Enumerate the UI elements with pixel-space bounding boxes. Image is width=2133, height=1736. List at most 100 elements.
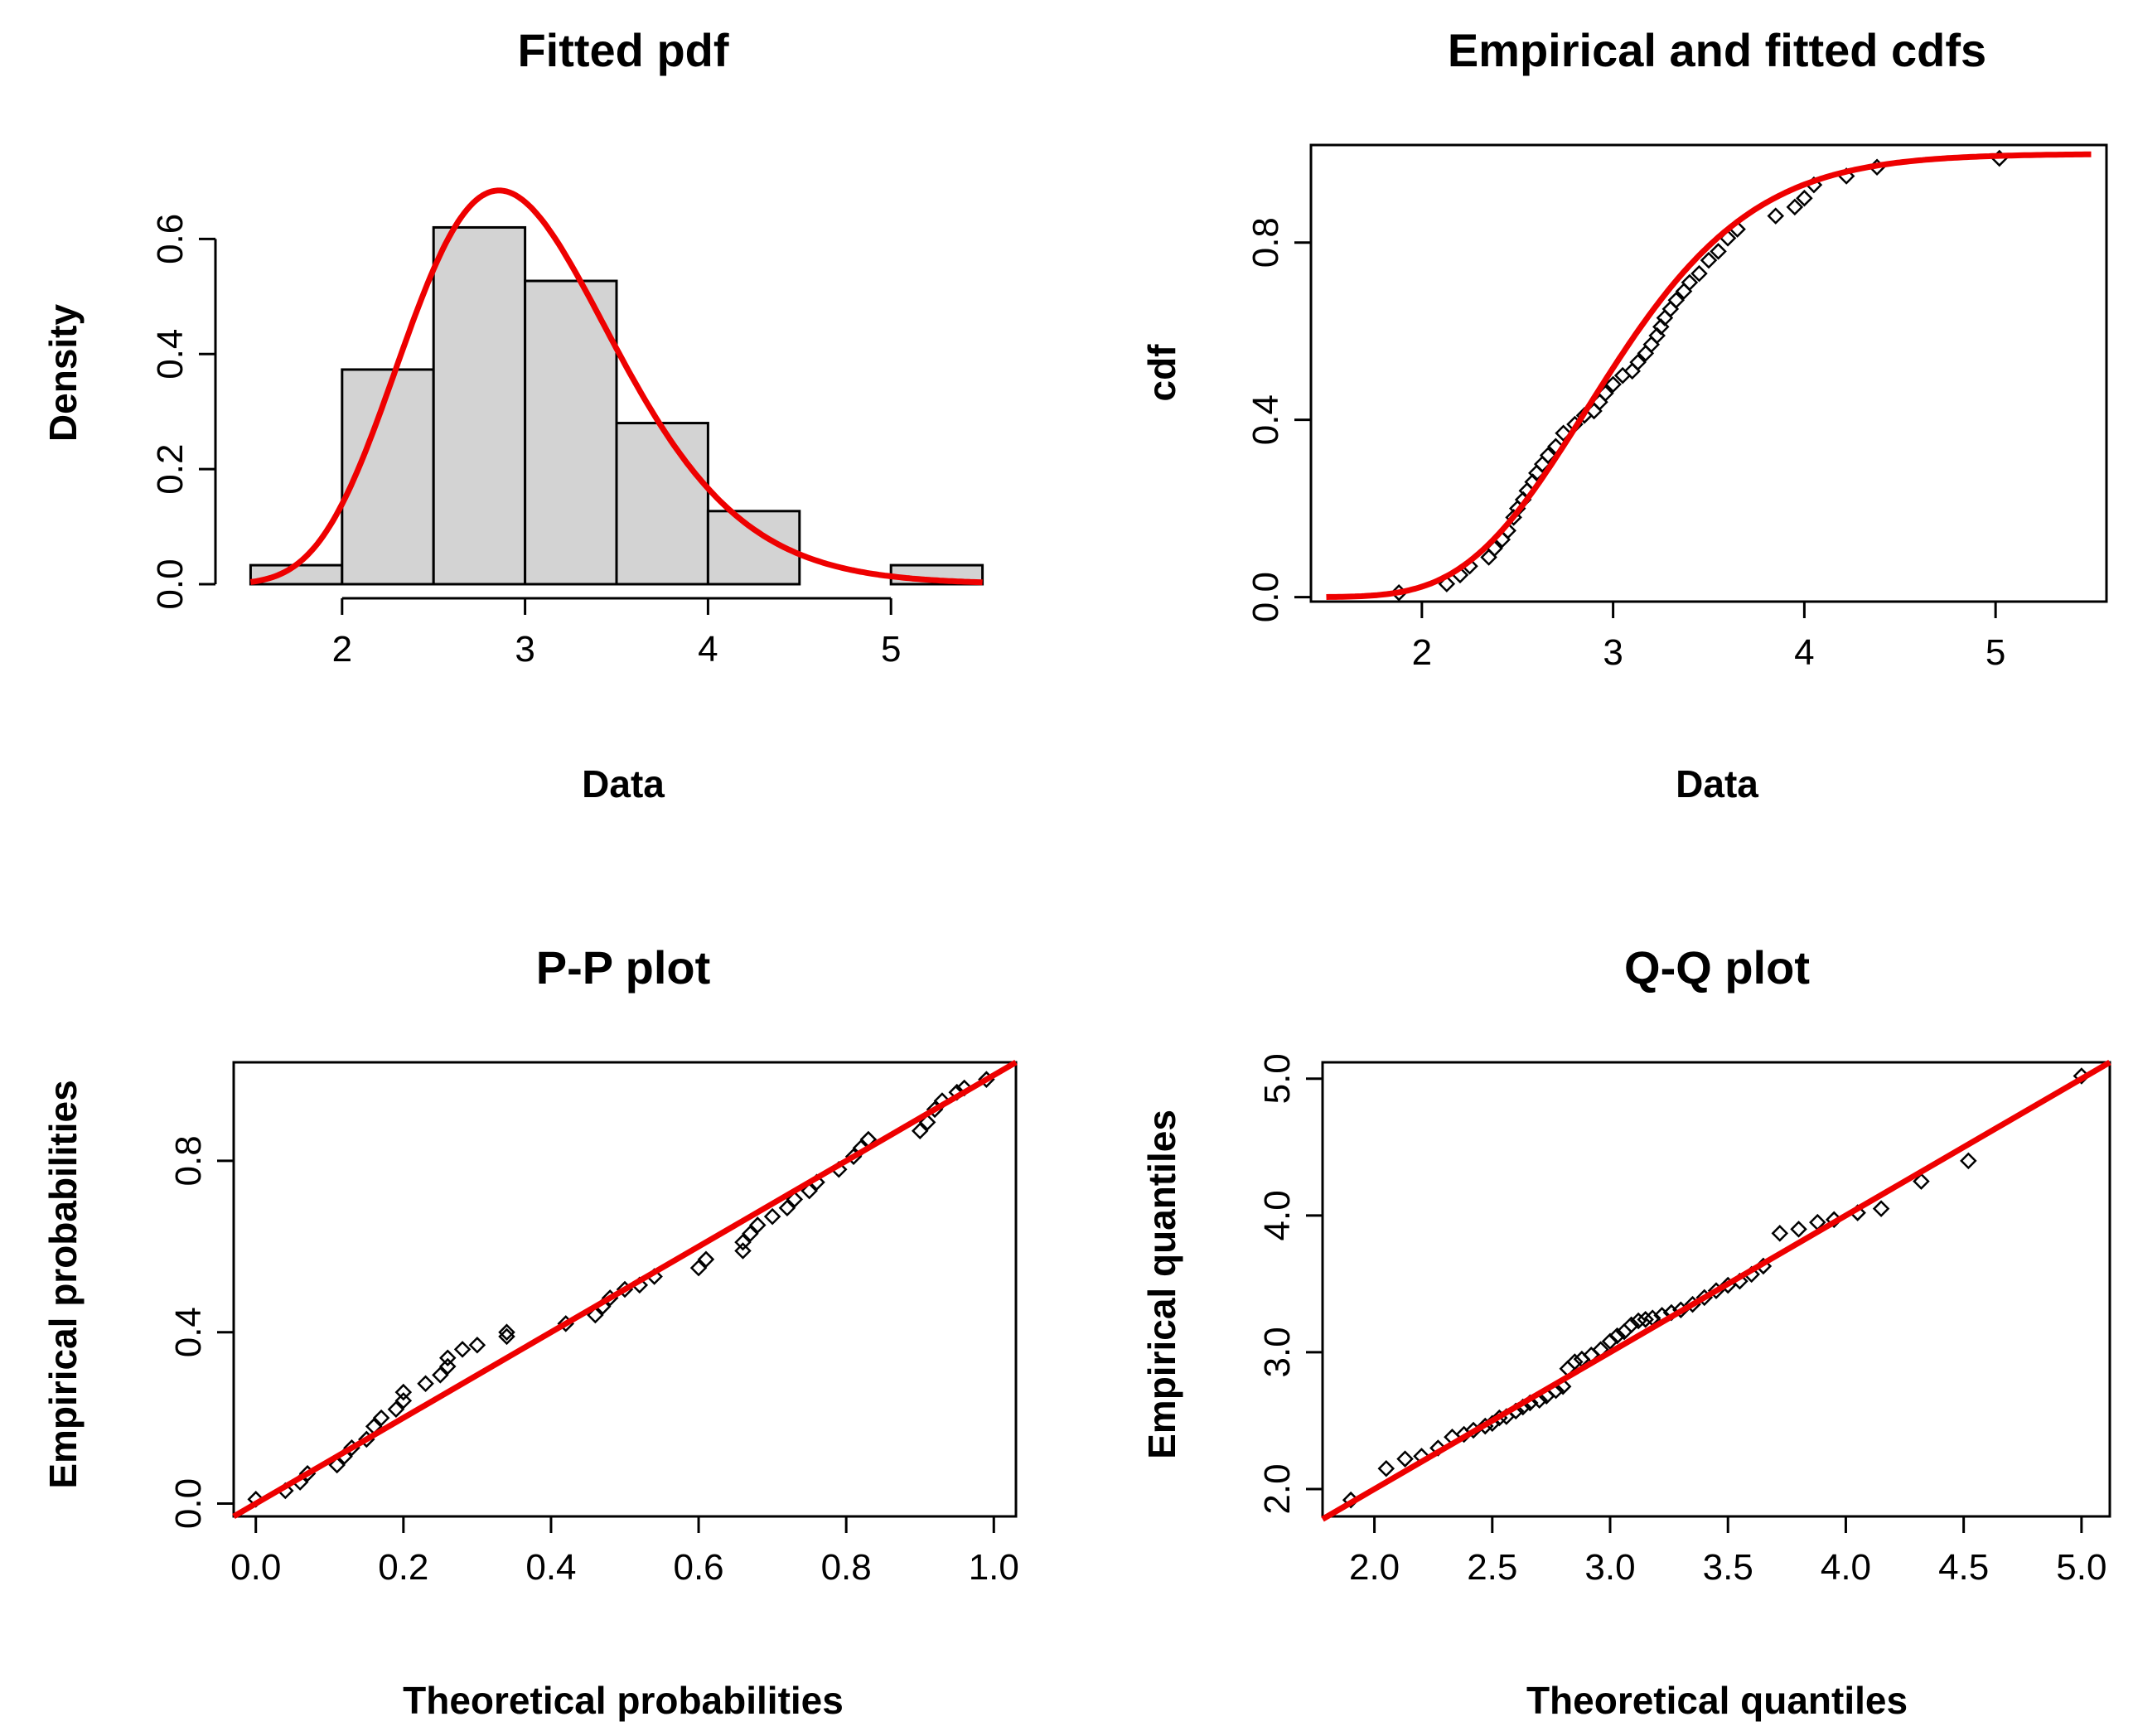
fitted-pdf-title: Fitted pdf: [517, 24, 728, 76]
qq-plot-panel: Q-Q plot Theoretical quantiles Empirical…: [1140, 941, 2111, 1722]
pdf-x-tick-label: 5: [881, 629, 901, 670]
cdf-x-tick-label: 3: [1603, 632, 1623, 673]
pp-plot-xlabel: Theoretical probabilities: [403, 1679, 844, 1722]
pp-point-31: [734, 1242, 752, 1260]
cdf-point-27: [1629, 353, 1647, 371]
qq-plot-ylabel: Empirical quantiles: [1140, 1110, 1183, 1459]
pp-point-30: [697, 1250, 715, 1269]
cdf-point-34: [1667, 291, 1686, 309]
pp-point-44: [911, 1122, 929, 1139]
cdf-x-tick-label: 2: [1412, 632, 1432, 673]
qq-point-3: [1396, 1450, 1414, 1468]
qq-x-tick-label: 3.5: [1703, 1547, 1753, 1588]
cdf-ylabel: cdf: [1140, 344, 1183, 402]
cdf-point-42: [1767, 207, 1785, 225]
cdf-point-36: [1681, 273, 1699, 292]
cdf-plot-frame: [1309, 143, 2108, 603]
histogram-bars: [249, 225, 984, 586]
pdf-y-tick-label: 0.0: [150, 559, 191, 609]
pdf-x-tick-label: 4: [698, 629, 718, 670]
pdf-y-tick-label: 0.6: [150, 214, 191, 264]
pp-point-15: [432, 1366, 449, 1384]
pp-x-tick-label: 0.2: [378, 1547, 428, 1588]
pp-x-tick-label: 0.4: [525, 1547, 576, 1588]
pp-plot-panel: P-P plot Theoretical probabilities Empir…: [41, 941, 1019, 1722]
qq-point-26: [1608, 1327, 1626, 1345]
qq-point-25: [1601, 1332, 1619, 1350]
cdf-point-18: [1555, 424, 1572, 442]
fitted-pdf-x-ticks: 2 3 4 5: [332, 598, 901, 670]
pp-y-tick-label: 0.4: [168, 1307, 209, 1357]
pdf-y-tick-label: 0.2: [150, 444, 191, 495]
qq-point-47: [1872, 1200, 1890, 1217]
cdf-point-25: [1613, 366, 1632, 384]
pp-point-5: [328, 1456, 346, 1474]
qq-point-48: [1913, 1173, 1930, 1190]
pp-x-tick-label: 0.6: [673, 1547, 723, 1588]
pp-y-tick-label: 0.8: [168, 1135, 209, 1186]
qq-reference-line: [1321, 1059, 2111, 1522]
qq-point-42: [1771, 1225, 1789, 1242]
fitted-pdf-y-ticks: 0.0 0.2 0.4 0.6: [150, 214, 215, 610]
qq-x-tick-label: 3.0: [1584, 1547, 1635, 1588]
cdf-point-24: [1604, 375, 1622, 394]
pp-point-13: [394, 1383, 413, 1401]
cdf-point-38: [1700, 251, 1718, 269]
cdf-point-26: [1623, 362, 1641, 380]
pp-x-tick-label: 0.8: [821, 1547, 872, 1588]
cdf-point-44: [1796, 189, 1813, 207]
qq-point-21: [1566, 1353, 1584, 1371]
pp-point-14: [417, 1375, 434, 1393]
qq-x-tick-label: 5.0: [2056, 1547, 2106, 1588]
pp-point-32: [734, 1233, 752, 1251]
pp-plot-y-ticks: 0.0 0.4 0.8: [168, 1135, 234, 1529]
empirical-cdf-points: [1390, 149, 2009, 602]
pp-point-20: [498, 1327, 515, 1346]
qq-point-30: [1637, 1311, 1654, 1328]
pp-reference-line: [232, 1059, 1018, 1520]
cdf-y-tick-label: 0.8: [1245, 217, 1286, 268]
pp-point-23: [587, 1306, 604, 1324]
pp-point-12: [394, 1392, 413, 1410]
cdf-point-39: [1710, 243, 1727, 260]
cdf-point-37: [1690, 264, 1708, 283]
pp-point-38: [800, 1182, 818, 1200]
qq-plot-y-ticks: 2.0 3.0 4.0 5.0: [1257, 1053, 1323, 1515]
pdf-y-tick-label: 0.4: [150, 329, 191, 380]
qq-y-tick-label: 4.0: [1257, 1190, 1298, 1240]
pp-point-16: [438, 1357, 457, 1376]
qq-y-tick-label: 2.0: [1257, 1463, 1298, 1514]
pp-point-29: [689, 1259, 708, 1277]
histogram-bar-5: [615, 422, 709, 586]
pp-point-21: [498, 1323, 515, 1341]
fitted-cdf-curve: [1326, 151, 2092, 600]
pp-point-35: [763, 1207, 781, 1226]
pp-plot-title: P-P plot: [536, 941, 711, 994]
fitted-pdf-xlabel: Data: [582, 762, 665, 805]
pp-point-33: [742, 1225, 759, 1243]
cdf-point-29: [1642, 336, 1661, 353]
fitted-density-curve: [249, 187, 983, 586]
histogram-bar-4: [524, 279, 618, 586]
qq-x-tick-label: 4.0: [1821, 1547, 1871, 1588]
cdf-xlabel: Data: [1676, 762, 1758, 805]
pp-point-11: [387, 1400, 405, 1419]
pp-point-18: [453, 1341, 472, 1358]
cdf-title: Empirical and fitted cdfs: [1448, 24, 1986, 76]
pp-y-tick-label: 0.0: [168, 1478, 209, 1529]
cdf-point-33: [1661, 300, 1680, 318]
qq-x-tick-label: 2.5: [1467, 1547, 1517, 1588]
cdf-x-tick-label: 5: [1985, 632, 2005, 673]
qq-y-tick-label: 3.0: [1257, 1327, 1298, 1377]
histogram-bar-3: [432, 225, 527, 586]
qq-point-49: [1960, 1152, 1977, 1170]
cdf-x-tick-label: 4: [1794, 632, 1814, 673]
qq-y-tick-label: 5.0: [1257, 1053, 1298, 1104]
pp-x-tick-label: 0.0: [230, 1547, 281, 1588]
pp-point-17: [438, 1349, 457, 1366]
pdf-x-tick-label: 2: [332, 629, 352, 670]
pp-plot-ylabel: Empirical probabilities: [41, 1080, 85, 1488]
